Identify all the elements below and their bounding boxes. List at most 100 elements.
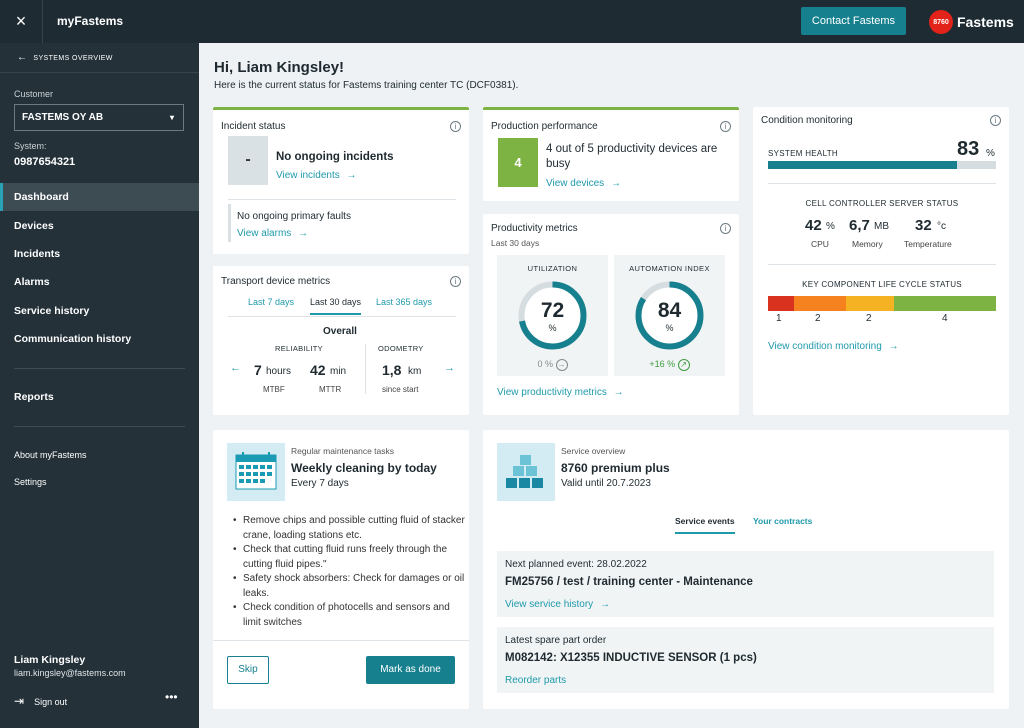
card-title: Productivity metrics [491, 223, 578, 234]
tab-last-7-days[interactable]: Last 7 days [248, 297, 295, 307]
tab-last-365-days[interactable]: Last 365 days [376, 297, 433, 307]
system-label: System: [14, 141, 47, 151]
back-arrow-icon: ← [17, 52, 28, 63]
view-productivity-label: View productivity metrics [497, 387, 607, 398]
nav-service-history[interactable]: Service history [14, 305, 90, 317]
lifecycle-count: 2 [815, 313, 821, 324]
nav-communication-history[interactable]: Communication history [14, 333, 132, 345]
ring-fill [518, 281, 587, 350]
gauge-title: UTILIZATION [527, 264, 578, 273]
automation-ring [635, 281, 704, 350]
lifecycle-count: 2 [866, 313, 872, 324]
temperature-value: 32 [915, 217, 932, 234]
fastems-logo: 8760 Fastems [929, 9, 1014, 35]
gauge-change-value: 0 % [537, 359, 553, 369]
app-title: myFastems [57, 14, 124, 28]
user-name: Liam Kingsley [14, 654, 86, 666]
next-arrow-icon[interactable]: → [444, 362, 455, 374]
memory-unit: MB [874, 221, 889, 232]
mark-as-done-button[interactable]: Mark as done [366, 656, 455, 684]
arrow-right-circle-icon: → [555, 359, 568, 371]
cpu-label: CPU [811, 239, 829, 249]
production-performance-card: Production performance i 4 4 out of 5 pr… [483, 107, 739, 201]
info-icon[interactable]: i [450, 276, 461, 287]
nav-devices[interactable]: Devices [14, 220, 54, 232]
incident-headline: No ongoing incidents [276, 151, 394, 163]
nav-reports[interactable]: Reports [14, 391, 54, 403]
view-devices-label: View devices [546, 178, 605, 189]
maintenance-title: Weekly cleaning by today [291, 461, 437, 475]
odometry-value: 1,8 [382, 362, 402, 378]
temperature-label: Temperature [904, 239, 952, 249]
tab-last-30-days[interactable]: Last 30 days [310, 297, 362, 315]
contact-fastems-button[interactable]: Contact Fastems [801, 7, 906, 35]
tab-your-contracts[interactable]: Your contracts [753, 516, 813, 526]
fault-marker [228, 204, 231, 242]
divider [768, 183, 996, 184]
info-icon[interactable]: i [450, 121, 461, 132]
back-label: SYSTEMS OVERVIEW [33, 55, 113, 62]
logo-text: Fastems [957, 14, 1014, 30]
gauge-change: +16 % ↗ [614, 359, 725, 371]
settings-link[interactable]: Settings [14, 477, 47, 487]
logo-badge: 8760 [929, 10, 953, 34]
view-alarms-label: View alarms [237, 228, 292, 239]
maintenance-card: Regular maintenance tasks Weekly cleanin… [213, 430, 469, 709]
arrow-right-icon: → [613, 387, 624, 398]
arrow-right-icon: → [599, 599, 610, 610]
reorder-parts-link[interactable]: Reorder parts [505, 675, 567, 686]
info-icon[interactable]: i [720, 223, 731, 234]
utilization-ring [518, 281, 587, 350]
productivity-metrics-card: Productivity metrics Last 30 days i UTIL… [483, 214, 739, 415]
view-alarms-link[interactable]: View alarms → [237, 228, 308, 239]
spare-part-title: M082142: X12355 INDUCTIVE SENSOR (1 pcs) [505, 652, 757, 664]
system-health-label: SYSTEM HEALTH [768, 149, 838, 158]
sign-out-button[interactable]: ⇥ Sign out [14, 694, 67, 708]
view-condition-monitoring-link[interactable]: View condition monitoring → [768, 341, 899, 352]
tab-service-events[interactable]: Service events [675, 516, 735, 534]
view-service-history-link[interactable]: View service history → [505, 599, 610, 610]
view-productivity-metrics-link[interactable]: View productivity metrics → [497, 387, 624, 398]
faults-text: No ongoing primary faults [237, 211, 351, 222]
gauge-change: 0 % → [497, 359, 608, 371]
view-incidents-link[interactable]: View incidents → [276, 170, 357, 181]
customer-select[interactable]: FASTEMS OY AB ▾ [14, 104, 184, 131]
view-devices-link[interactable]: View devices → [546, 178, 621, 189]
gauge-percent: % [665, 323, 674, 333]
gauge-change-value: +16 % [649, 359, 676, 369]
mtbf-unit: hours [266, 366, 292, 377]
previous-arrow-icon[interactable]: ← [230, 362, 241, 374]
arrow-right-icon: → [298, 228, 309, 239]
task-item: Safety shock absorbers: Check for damage… [233, 572, 465, 601]
overall-label: Overall [323, 326, 357, 337]
info-icon[interactable]: i [990, 115, 1001, 126]
arrow-right-icon: → [610, 178, 621, 189]
info-icon[interactable]: i [720, 121, 731, 132]
nav-dashboard[interactable]: Dashboard [0, 183, 199, 211]
cpu-unit: % [826, 221, 835, 232]
customer-label: Customer [14, 89, 54, 99]
reliability-label: RELIABILITY [275, 344, 323, 353]
next-event-panel: Next planned event: 28.02.2022 FM25756 /… [497, 551, 994, 617]
service-valid: Valid until 20.7.2023 [561, 478, 651, 489]
nav-incidents[interactable]: Incidents [14, 248, 61, 260]
divider [365, 344, 366, 394]
service-package-icon [497, 443, 555, 501]
nav-alarms[interactable]: Alarms [14, 276, 50, 288]
lifecycle-segment-green [894, 296, 996, 311]
odometry-label: ODOMETRY [378, 344, 424, 353]
close-icon[interactable]: × [0, 0, 43, 43]
view-incidents-label: View incidents [276, 170, 340, 181]
page-title: Hi, Liam Kingsley! [214, 59, 345, 76]
busy-count-box: 4 [498, 138, 538, 187]
system-health-unit: % [986, 148, 995, 159]
systems-overview-link[interactable]: ← SYSTEMS OVERVIEW [0, 43, 199, 73]
about-link[interactable]: About myFastems [14, 450, 87, 460]
skip-button[interactable]: Skip [227, 656, 269, 684]
next-event-title: FM25756 / test / training center - Maint… [505, 576, 753, 588]
divider [213, 640, 469, 641]
card-subtitle: Last 30 days [491, 238, 540, 248]
more-options-icon[interactable]: ••• [165, 690, 178, 704]
task-item: Check condition of photocells and sensor… [233, 601, 465, 630]
mttr-value: 42 [310, 362, 326, 378]
